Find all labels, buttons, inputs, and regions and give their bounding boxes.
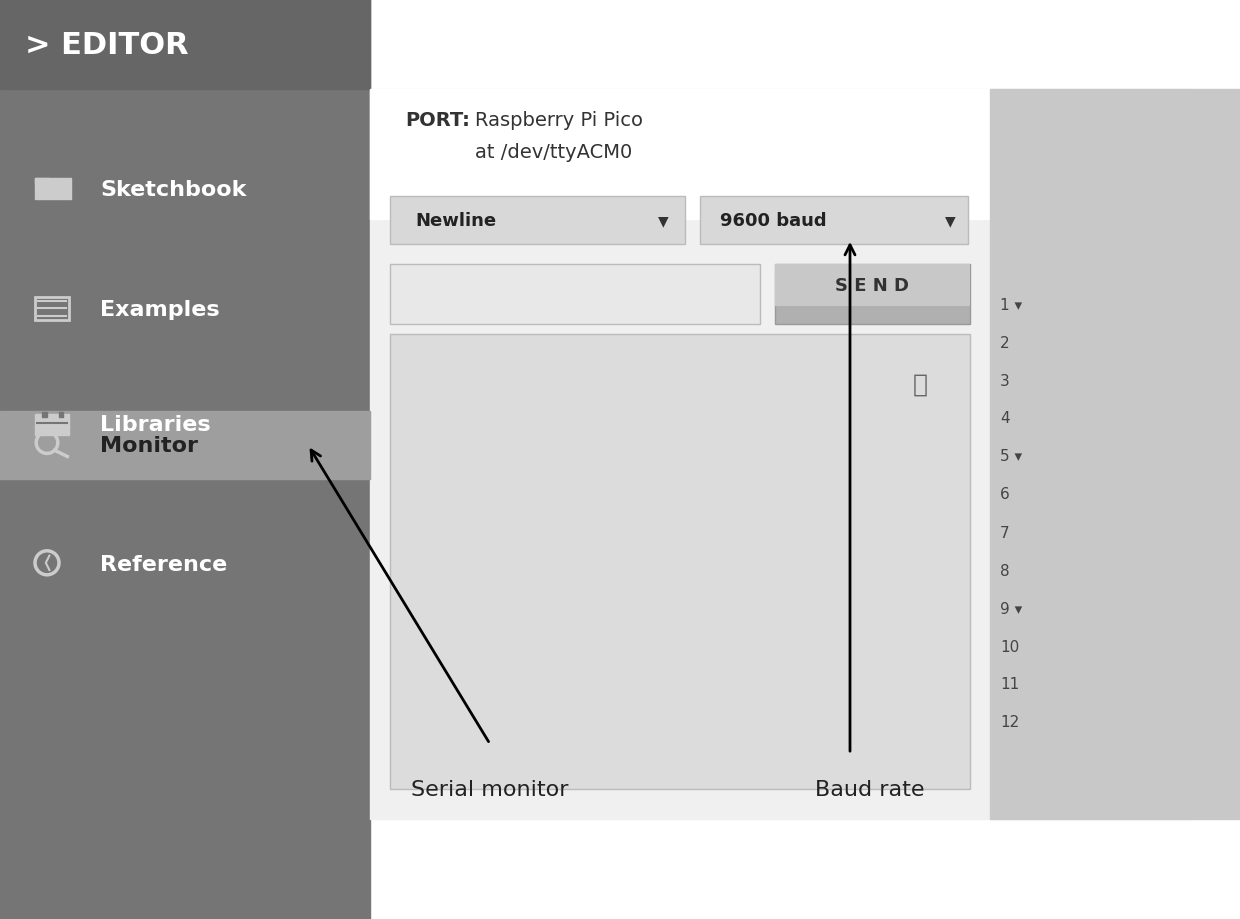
- Text: Monitor: Monitor: [100, 436, 198, 456]
- Text: Sketchbook: Sketchbook: [100, 180, 247, 199]
- Text: 5 ▾: 5 ▾: [999, 449, 1022, 464]
- Bar: [35, 179, 71, 199]
- Bar: [370, 90, 1190, 220]
- Text: Raspberry Pi Pico: Raspberry Pi Pico: [475, 110, 644, 130]
- Bar: [0, 0, 370, 90]
- Text: at /dev/ttyACM0: at /dev/ttyACM0: [475, 142, 632, 162]
- Text: Serial monitor: Serial monitor: [412, 779, 569, 800]
- Text: Libraries: Libraries: [100, 414, 211, 435]
- Bar: [35, 178, 50, 184]
- Text: Reference: Reference: [100, 554, 227, 574]
- Bar: [701, 197, 968, 244]
- Bar: [35, 415, 68, 436]
- Text: 12: 12: [999, 715, 1019, 730]
- Text: > EDITOR: > EDITOR: [25, 30, 188, 60]
- Text: 7: 7: [999, 525, 1009, 539]
- Bar: [391, 197, 684, 244]
- Bar: [0, 412, 370, 480]
- Text: 2: 2: [999, 335, 1009, 350]
- Text: 9600 baud: 9600 baud: [720, 211, 827, 230]
- Text: 9 ▾: 9 ▾: [999, 601, 1022, 616]
- Text: 4: 4: [999, 411, 1009, 426]
- Text: 1 ▾: 1 ▾: [999, 297, 1022, 312]
- Text: 3: 3: [999, 373, 1009, 388]
- Bar: [775, 265, 970, 324]
- Bar: [42, 413, 47, 418]
- Text: 🗐: 🗐: [913, 372, 928, 397]
- Bar: [60, 413, 63, 418]
- Text: PORT:: PORT:: [405, 110, 470, 130]
- Bar: [0, 0, 370, 919]
- Text: 8: 8: [999, 562, 1009, 578]
- Text: 11: 11: [999, 676, 1019, 692]
- Text: Baud rate: Baud rate: [815, 779, 925, 800]
- Bar: [775, 265, 970, 307]
- Text: 6: 6: [999, 487, 1009, 502]
- Text: 10: 10: [999, 639, 1019, 653]
- Text: ▼: ▼: [657, 214, 668, 228]
- Bar: [370, 90, 1190, 819]
- Bar: [391, 335, 970, 789]
- Bar: [35, 298, 68, 321]
- Text: Examples: Examples: [100, 300, 219, 320]
- Bar: [391, 265, 760, 324]
- Bar: [990, 90, 1240, 819]
- Text: ▼: ▼: [945, 214, 955, 228]
- Text: S E N D: S E N D: [835, 277, 909, 295]
- Text: Newline: Newline: [415, 211, 496, 230]
